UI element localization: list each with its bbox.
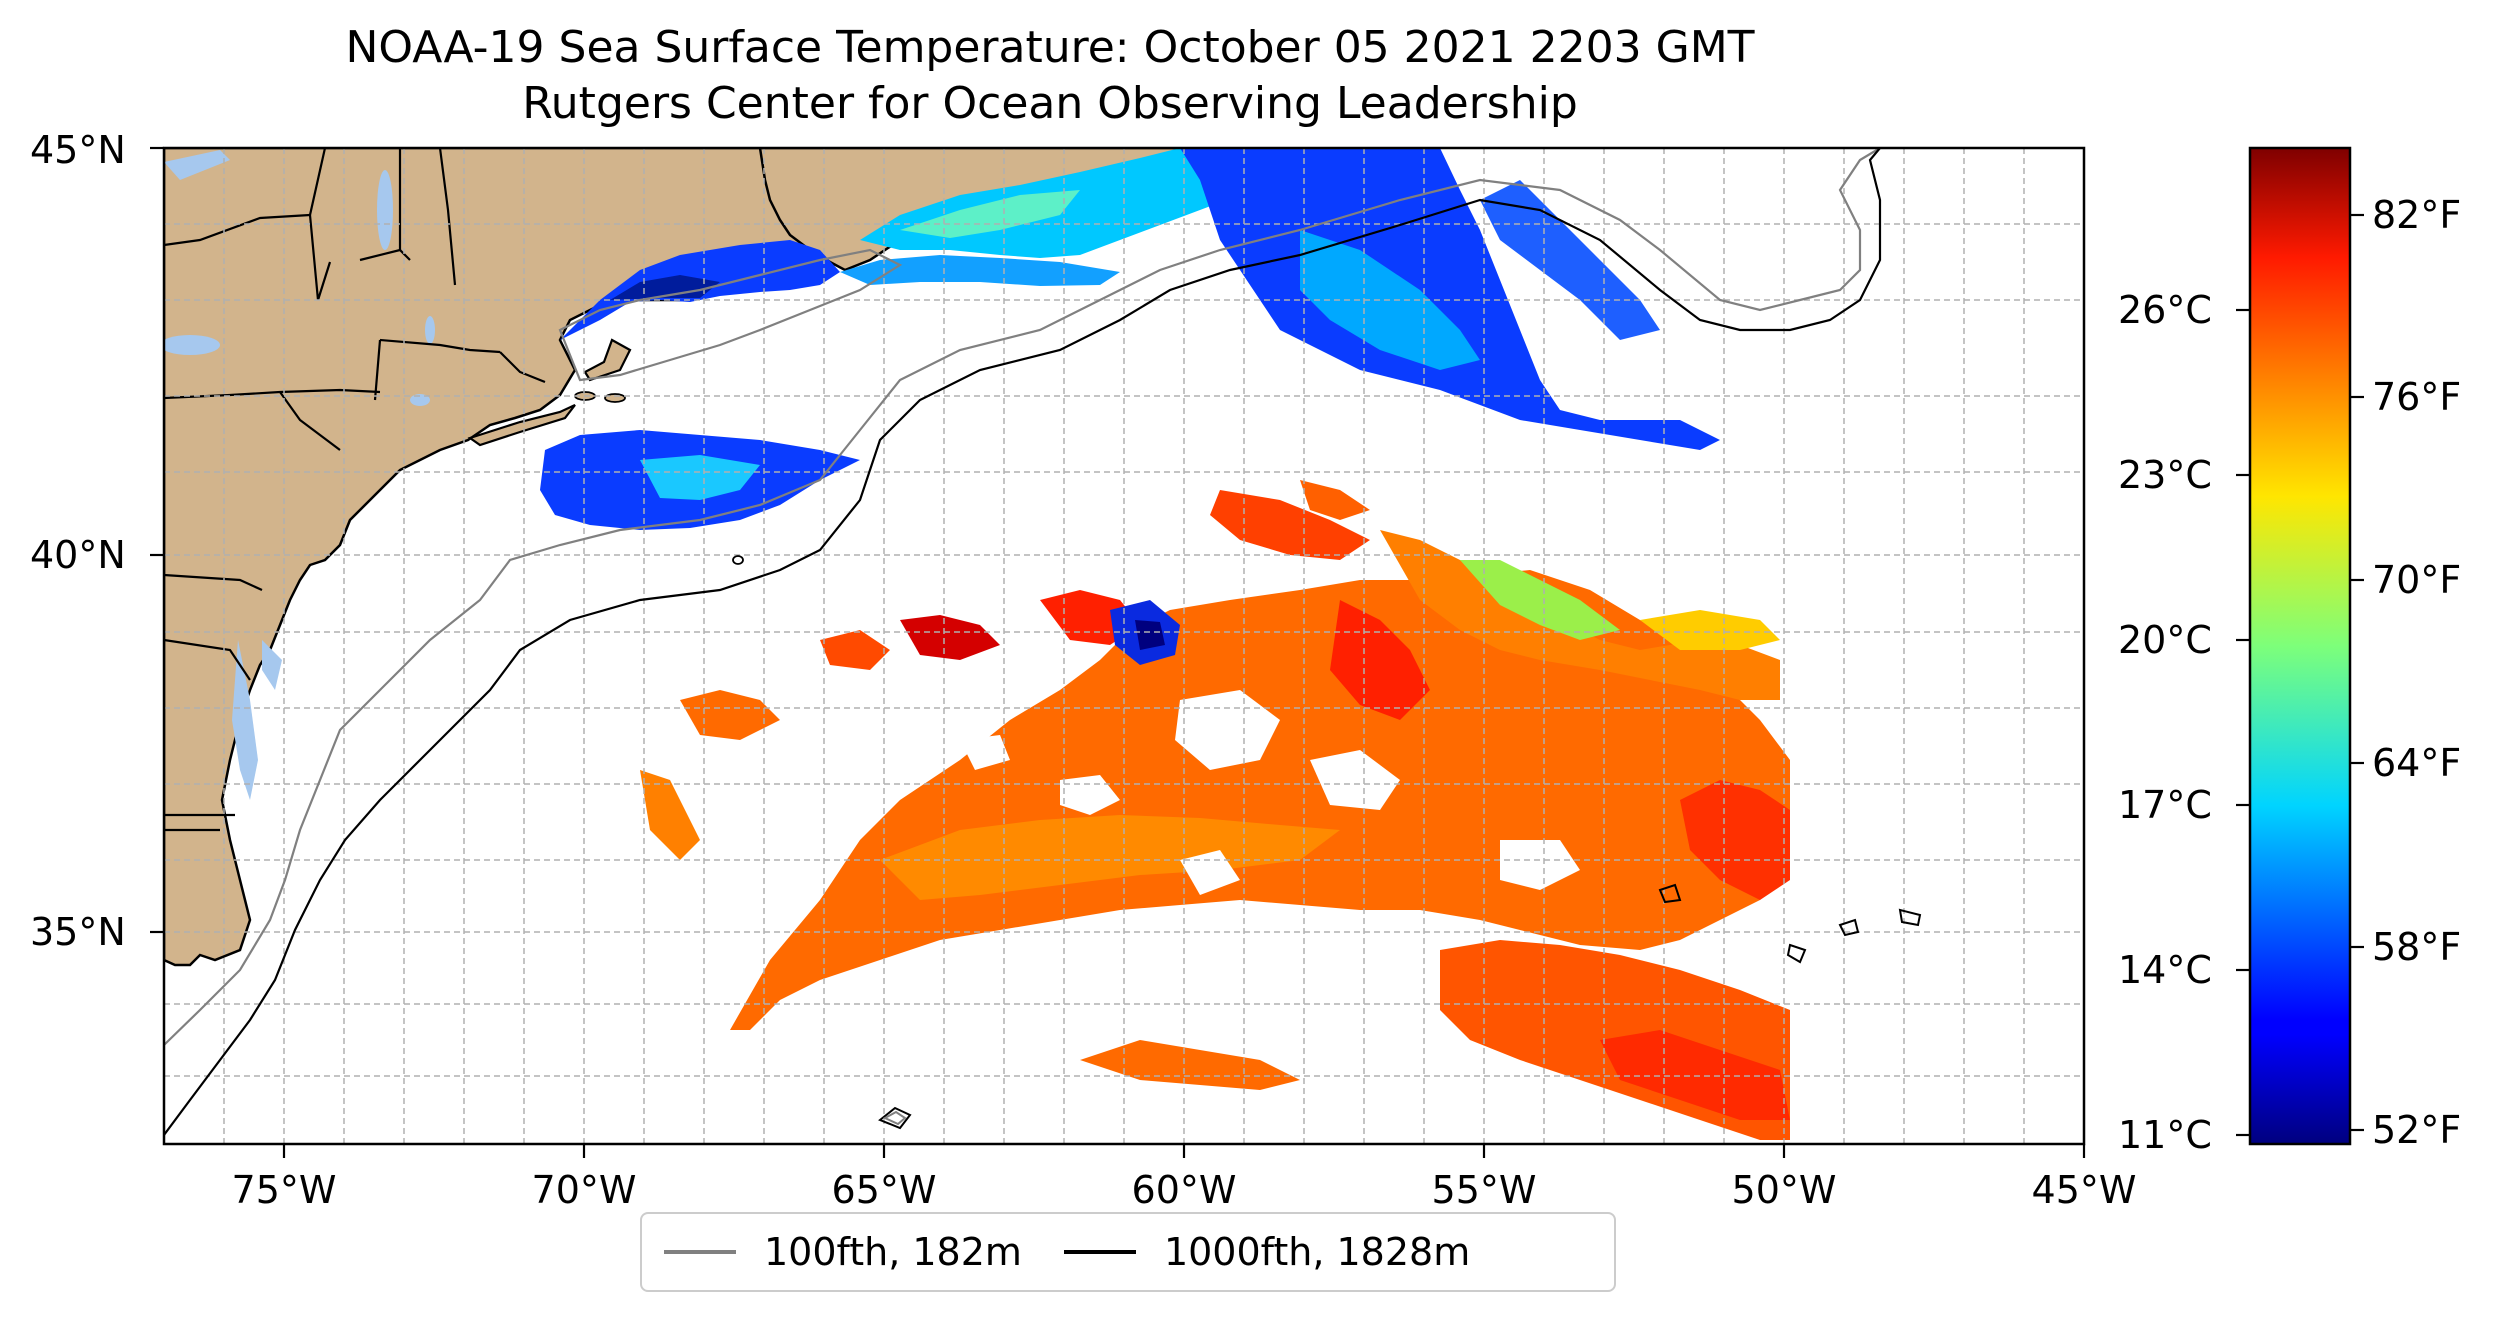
colorbar-fahrenheit-label: 82°F <box>2372 193 2462 237</box>
axis-ticks <box>150 146 2086 1158</box>
y-tick-label: 40°N <box>30 533 126 577</box>
contour-100fth <box>164 148 1881 1046</box>
state-borders <box>164 148 546 832</box>
x-tick-label: 75°W <box>231 1168 337 1212</box>
map-frame <box>162 146 2086 1146</box>
legend-label: 1000fth, 1828m <box>1163 1230 1471 1274</box>
contour-1000fth <box>164 148 1882 1136</box>
colorbar-fahrenheit-label: 76°F <box>2372 375 2462 419</box>
delaware-bay <box>262 640 282 690</box>
x-tick-label: 65°W <box>831 1168 937 1212</box>
legend-item-100fth: 100fth, 182m <box>664 1230 1022 1274</box>
x-tick-label: 45°W <box>2031 1168 2137 1212</box>
y-tick-label: 35°N <box>30 910 126 954</box>
map-title: NOAA-19 Sea Surface Temperature: October… <box>345 22 1755 73</box>
colorbar <box>2248 146 2352 1146</box>
colorbar-fahrenheit-label: 70°F <box>2372 558 2462 602</box>
seamount <box>1786 943 1807 964</box>
lake-erie <box>164 150 230 180</box>
chesapeake-bay <box>232 640 258 800</box>
legend-swatch-1000fth <box>1063 1250 1136 1254</box>
colorbar-fahrenheit-label: 52°F <box>2372 1108 2462 1152</box>
seamount <box>1838 918 1860 937</box>
contour-100fth-gom <box>558 248 903 382</box>
graticule <box>164 148 2084 1144</box>
seamount <box>878 1106 912 1130</box>
lake <box>425 316 435 344</box>
colorbar-fahrenheit-label: 64°F <box>2372 741 2462 785</box>
map-subtitle: Rutgers Center for Ocean Observing Leade… <box>522 78 1578 129</box>
legend-swatch-100fth <box>664 1250 736 1254</box>
colorbar-ticks <box>2236 213 2364 1137</box>
legend: 100fth, 182m 1000fth, 1828m <box>640 1212 1616 1292</box>
lake <box>164 335 220 355</box>
colorbar-celsius-label: 14°C <box>2118 948 2212 992</box>
colorbar-fahrenheit-label: 58°F <box>2372 925 2462 969</box>
colorbar-celsius-label: 11°C <box>2118 1113 2212 1157</box>
colorbar-celsius-label: 20°C <box>2118 618 2212 662</box>
seamount <box>732 555 744 565</box>
lake <box>410 394 430 406</box>
long-island <box>467 404 576 447</box>
legend-label: 100fth, 182m <box>764 1230 1022 1274</box>
x-tick-label: 50°W <box>1731 1168 1837 1212</box>
nantucket <box>604 393 626 403</box>
colorbar-celsius-label: 26°C <box>2118 288 2212 332</box>
lake <box>377 170 393 250</box>
cape-cod <box>583 338 632 382</box>
x-tick-label: 70°W <box>531 1168 637 1212</box>
seamount <box>882 1110 907 1126</box>
legend-item-1000fth: 1000fth, 1828m <box>1063 1230 1471 1274</box>
x-tick-label: 60°W <box>1131 1168 1237 1212</box>
seamount <box>1898 908 1922 927</box>
colorbar-celsius-label: 17°C <box>2118 783 2212 827</box>
y-tick-label: 45°N <box>30 128 126 172</box>
seamount <box>1658 883 1682 904</box>
x-tick-label: 55°W <box>1431 1168 1537 1212</box>
colorbar-celsius-label: 23°C <box>2118 453 2212 497</box>
